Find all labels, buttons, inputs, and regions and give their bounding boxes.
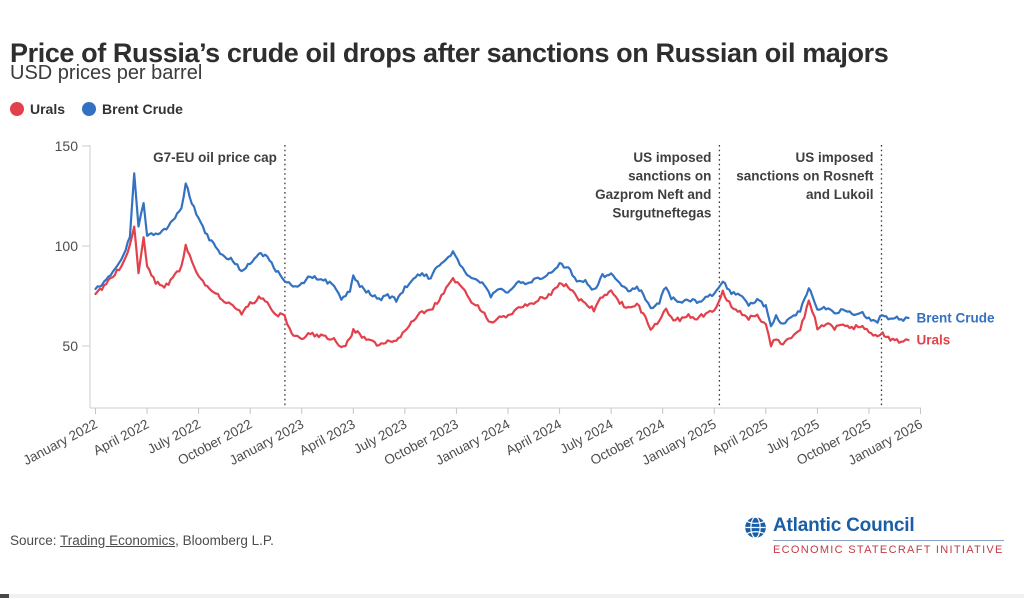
x-tick-label: April 2022 xyxy=(91,416,152,458)
series-end-label: Brent Crude xyxy=(916,311,994,326)
annotation-label: G7-EU oil price cap xyxy=(153,150,277,165)
logo-underline xyxy=(773,539,1004,541)
y-tick-label: 100 xyxy=(55,238,79,254)
annotation-g7-eu-oil-price-cap: G7-EU oil price cap xyxy=(153,145,286,408)
annotation-us-sanctions-gazprom-neft-surgutneftegas: US imposed sanctions on Gazprom Neft and Su… xyxy=(595,145,721,408)
series-urals: Urals xyxy=(94,225,950,349)
annotation-us-sanctions-rosneft-lukoil: US imposed sanctions on Rosneft and Lukoil xyxy=(736,145,883,408)
legend-label-brent-crude: Brent Crude xyxy=(102,101,183,117)
legend-item-brent-crude: Brent Crude xyxy=(82,101,183,117)
annotation-label: US imposed sanctions on Gazprom Neft and Su… xyxy=(595,150,711,221)
y-tick-label: 150 xyxy=(55,138,79,154)
bottom-progress-track xyxy=(0,594,1024,598)
globe-icon xyxy=(745,516,766,539)
brent-crude-swatch-icon xyxy=(82,102,97,116)
urals-swatch-icon xyxy=(10,102,24,116)
x-tick-label: April 2024 xyxy=(503,416,564,458)
series-end-label: Urals xyxy=(916,333,950,348)
series-line xyxy=(94,172,910,328)
series-line xyxy=(94,225,910,349)
logo-text: Atlantic Council ECONOMIC STATECRAFT INI… xyxy=(773,515,1004,556)
source-prefix: Source: xyxy=(10,533,61,548)
logo-program-name: ECONOMIC STATECRAFT INITIATIVE xyxy=(773,543,1004,556)
series-brent-crude: Brent Crude xyxy=(94,172,995,328)
page-title: Price of Russia’s crude oil drops after … xyxy=(10,38,889,69)
x-tick-label: April 2023 xyxy=(297,416,358,458)
legend: Urals Brent Crude xyxy=(10,101,183,117)
source-suffix: , Bloomberg L.P. xyxy=(175,533,274,548)
trading-economics-link[interactable]: Trading Economics xyxy=(60,533,176,548)
x-tick-label: April 2025 xyxy=(709,416,770,458)
chart-subtitle: USD prices per barrel xyxy=(10,62,203,84)
y-tick-label: 50 xyxy=(62,338,78,354)
x-tick-label: January 2022 xyxy=(21,416,100,468)
annotation-label: US imposed sanctions on Rosneft and Lukoil xyxy=(736,150,874,202)
bottom-progress-played xyxy=(0,594,9,598)
logo-org-name: Atlantic Council xyxy=(773,515,915,536)
legend-label-urals: Urals xyxy=(30,101,66,117)
legend-item-urals: Urals xyxy=(10,101,65,117)
y-axis: 50 100 150 xyxy=(55,138,91,408)
source-note: Source: Trading Economics, Bloomberg L.P… xyxy=(10,533,274,548)
atlantic-council-logo: Atlantic Council ECONOMIC STATECRAFT INI… xyxy=(744,515,1004,556)
